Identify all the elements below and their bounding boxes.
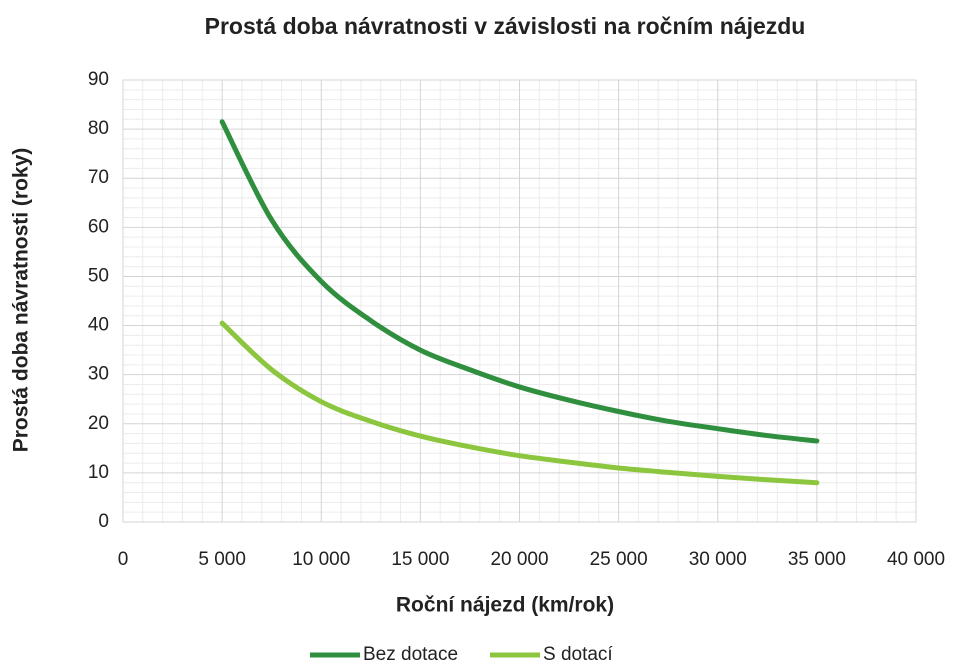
- x-tick-label: 5 000: [198, 549, 246, 570]
- legend-label: S dotací: [543, 644, 613, 665]
- y-tick-label: 0: [98, 511, 109, 532]
- chart-title: Prostá doba návratnosti v závislosti na …: [205, 13, 806, 39]
- y-tick-label: 60: [88, 216, 109, 237]
- x-tick-label: 15 000: [391, 549, 449, 570]
- x-axis-title: Roční nájezd (km/rok): [396, 594, 614, 617]
- line-series: [219, 320, 820, 486]
- line-series: [219, 119, 820, 444]
- x-tick-label: 30 000: [689, 549, 747, 570]
- x-tick-label: 25 000: [590, 549, 648, 570]
- y-axis-title: Prostá doba návratnosti (roky): [10, 148, 33, 453]
- y-tick-label: 70: [88, 167, 109, 188]
- x-tick-label: 40 000: [887, 549, 945, 570]
- plot-border: [122, 79, 917, 523]
- legend-label: Bez dotace: [363, 644, 458, 665]
- x-tick-label: 35 000: [788, 549, 846, 570]
- x-tick-label: 10 000: [292, 549, 350, 570]
- y-tick-label: 30: [88, 364, 109, 385]
- y-tick-label: 90: [88, 69, 109, 90]
- y-tick-label: 10: [88, 462, 109, 483]
- y-tick-label: 50: [88, 265, 109, 286]
- y-tick-label: 80: [88, 118, 109, 139]
- y-tick-label: 40: [88, 315, 109, 336]
- x-tick-label: 20 000: [490, 549, 548, 570]
- y-tick-label: 20: [88, 413, 109, 434]
- x-tick-label: 0: [118, 549, 129, 570]
